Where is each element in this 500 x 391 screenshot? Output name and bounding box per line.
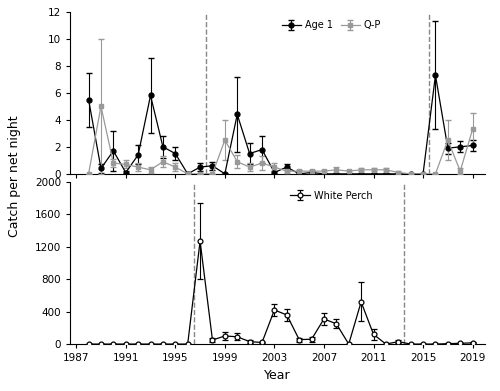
Legend: Age 1, Q-P: Age 1, Q-P [278, 16, 385, 34]
Legend: White Perch: White Perch [286, 187, 376, 204]
X-axis label: Year: Year [264, 369, 291, 382]
Text: Catch per net night: Catch per net night [8, 115, 22, 237]
